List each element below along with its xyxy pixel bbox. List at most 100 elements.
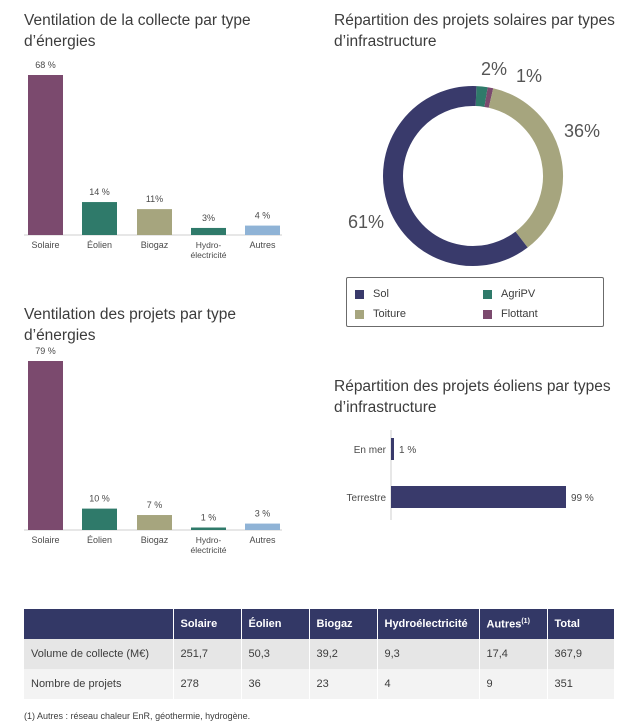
donut-slice-sol (383, 86, 528, 266)
legend-item-toiture: Toiture (355, 308, 406, 320)
donut-slice-agripv (475, 86, 488, 107)
collecte-value-label: 14 % (89, 187, 110, 197)
table-cell: 17,4 (479, 639, 548, 669)
donut-label-toiture: 36% (564, 121, 600, 141)
donut-slice-toiture (488, 88, 563, 248)
collecte-bar (137, 209, 172, 235)
projets-value-label: 7 % (147, 500, 163, 510)
collecte-bar (82, 202, 117, 235)
table-cell: 367,9 (547, 639, 614, 669)
projets-value-label: 79 % (35, 346, 56, 356)
eolien-category-label: En mer (354, 445, 387, 456)
eolien-bar-chart: En mer 1 % Terrestre 99 % (347, 430, 594, 520)
collecte-bar-chart: 68 % Solaire 14 % Éolien 11% Biogaz 3% Hydro-él… (24, 60, 282, 260)
projets-title-line1: Ventilation des projets par type (24, 306, 236, 323)
legend-label-sol: Sol (373, 288, 389, 300)
projets-category-label: Autres (249, 535, 276, 545)
projets-category-label: Biogaz (141, 535, 169, 545)
solaire-title-line1: Répartition des projets solaires par typ… (334, 12, 615, 29)
donut-label-flottant: 1% (516, 66, 542, 86)
projets-bar-chart: 79 % Solaire 10 % Éolien 7 % Biogaz 1 % Hydro-é… (24, 346, 282, 555)
eolien-bar (391, 438, 394, 460)
eolien-value-label: 99 % (571, 493, 594, 504)
table-header-solaire: Solaire (173, 609, 242, 639)
table-header-total: Total (547, 609, 614, 639)
table-cell: 9 (479, 669, 548, 699)
eolien-title-line1: Répartition des projets éoliens par type… (334, 378, 611, 395)
table-header-biogaz: Biogaz (309, 609, 378, 639)
collecte-value-label: 3% (202, 213, 215, 223)
solaire-legend: Sol AgriPV Toiture Flottant (346, 277, 604, 327)
projets-bar (82, 508, 117, 530)
legend-swatch-flottant (483, 309, 492, 319)
table-header-hydro: Hydroélectricité (377, 609, 480, 639)
table-cell: 251,7 (173, 639, 242, 669)
projets-value-label: 3 % (255, 509, 271, 519)
collecte-category-label: Éolien (87, 240, 112, 250)
collecte-value-label: 68 % (35, 60, 56, 70)
summary-table: Solaire Éolien Biogaz Hydroélectricité A… (24, 609, 614, 699)
table-cell: 4 (377, 669, 480, 699)
collecte-bar (191, 227, 226, 235)
table-row: Volume de collecte (M€) 251,7 50,3 39,2 … (24, 639, 614, 669)
projets-bar (191, 527, 226, 530)
table-cell: 23 (309, 669, 378, 699)
collecte-value-label: 11% (146, 194, 163, 204)
collecte-category-label: Solaire (31, 240, 59, 250)
collecte-value-label: 4 % (255, 211, 271, 221)
legend-label-agripv: AgriPV (501, 288, 536, 300)
legend-swatch-sol (355, 289, 364, 299)
eolien-value-label: 1 % (399, 445, 416, 456)
table-cell: Nombre de projets (24, 669, 174, 699)
eolien-bar (391, 486, 566, 508)
legend-item-flottant: Flottant (483, 308, 538, 320)
eolien-chart-title: Répartition des projets éoliens par type… (334, 376, 629, 418)
donut-label-sol: 61% (348, 212, 384, 232)
collecte-title-line1: Ventilation de la collecte par type (24, 12, 251, 29)
legend-item-agripv: AgriPV (483, 288, 535, 300)
collecte-bar (245, 225, 280, 235)
table-cell: 351 (547, 669, 614, 699)
table-cell: Volume de collecte (M€) (24, 639, 174, 669)
table-header-row: Solaire Éolien Biogaz Hydroélectricité A… (24, 609, 614, 639)
table-header-autres-label: Autres (486, 618, 522, 631)
collecte-chart-title: Ventilation de la collecte par type d’én… (24, 10, 314, 52)
projets-category-label: Hydro- (196, 535, 222, 545)
solaire-title-line2: d’infrastructure (334, 33, 437, 50)
legend-item-sol: Sol (355, 288, 389, 300)
table-header-eolien: Éolien (241, 609, 310, 639)
collecte-bar (28, 75, 63, 235)
table-header-autres-footnote: (1) (521, 617, 530, 625)
table-cell: 278 (173, 669, 242, 699)
donut-slice-flottant (484, 87, 494, 108)
legend-swatch-agripv (483, 289, 492, 299)
legend-label-flottant: Flottant (501, 308, 538, 320)
collecte-category-label: Hydro- (196, 240, 222, 250)
footnote: (1) Autres : réseau chaleur EnR, géother… (24, 711, 251, 721)
collecte-category-label: Autres (249, 240, 276, 250)
collecte-category-label: Biogaz (141, 240, 169, 250)
table-row: Nombre de projets 278 36 23 4 9 351 (24, 669, 614, 699)
projets-bar (245, 523, 280, 530)
projets-value-label: 1 % (201, 513, 217, 523)
table-cell: 50,3 (241, 639, 310, 669)
solaire-donut-chart: 61% 36% 2% 1% (348, 59, 600, 266)
eolien-title-line2: d’infrastructure (334, 399, 437, 416)
legend-swatch-toiture (355, 309, 364, 319)
projets-chart-title: Ventilation des projets par type d’énerg… (24, 304, 314, 346)
projets-bar (137, 515, 172, 530)
donut-label-agripv: 2% (481, 59, 507, 79)
collecte-category-label: électricité (191, 250, 227, 260)
projets-value-label: 10 % (89, 494, 110, 504)
table-header-autres: Autres(1) (479, 609, 548, 639)
table-cell: 39,2 (309, 639, 378, 669)
table-cell: 9,3 (377, 639, 480, 669)
table-cell: 36 (241, 669, 310, 699)
projets-category-label: électricité (191, 545, 227, 555)
projets-category-label: Solaire (31, 535, 59, 545)
table-header-empty (24, 609, 174, 639)
solaire-chart-title: Répartition des projets solaires par typ… (334, 10, 629, 52)
legend-label-toiture: Toiture (373, 308, 407, 320)
projets-bar (28, 361, 63, 530)
eolien-category-label: Terrestre (347, 493, 387, 504)
